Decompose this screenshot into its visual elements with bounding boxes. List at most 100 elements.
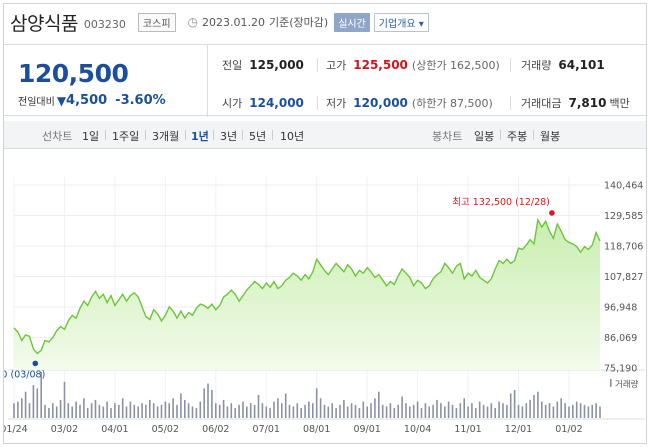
y-tick-label: 140,464	[604, 181, 643, 192]
volume-bar	[444, 406, 446, 418]
volume-bar	[207, 383, 209, 418]
tab-weekly-candle[interactable]: 주봉	[507, 130, 528, 143]
volume-bar	[114, 403, 116, 418]
volume-bar	[261, 403, 264, 418]
divider	[500, 130, 501, 140]
volume-bar	[149, 399, 151, 418]
volume-bar	[315, 388, 318, 418]
volume-bar	[277, 398, 279, 418]
volume-bar	[346, 406, 349, 418]
volume-bar	[374, 398, 376, 418]
divider	[145, 130, 146, 140]
y-axis: 140,464 129,585 118,706 107,827 96,948 86,069…	[604, 181, 643, 375]
volume-bar	[572, 404, 574, 418]
volume-bar	[222, 399, 225, 418]
volume-bar	[40, 372, 42, 418]
current-price: 120,500	[18, 59, 129, 88]
volume-bar	[428, 406, 430, 418]
divider	[242, 130, 243, 140]
volume-bar	[98, 404, 101, 418]
volume-bar	[432, 404, 434, 418]
tab-3years[interactable]: 3년	[220, 130, 238, 143]
stat-label: 저가	[326, 97, 347, 110]
company-overview-dropdown[interactable]: 기업개요 ▾	[373, 12, 429, 32]
volume-bar	[184, 399, 186, 418]
volume-bar	[370, 403, 372, 418]
realtime-button[interactable]: 실시간	[334, 12, 370, 32]
stock-widget	[3, 3, 647, 444]
stat-unit: 백만	[609, 97, 630, 110]
volume-bar	[234, 408, 236, 418]
volume-bar	[296, 403, 299, 418]
volume-bar	[475, 408, 477, 418]
stat-value: 125,000	[249, 58, 304, 72]
change-percent: -3.60%	[115, 93, 166, 108]
volume-bar	[552, 406, 555, 418]
volume-bar	[133, 404, 136, 418]
y-tick-label: 118,706	[604, 242, 643, 253]
tab-10years[interactable]: 10년	[280, 130, 305, 143]
volume-bar	[517, 404, 520, 418]
x-tick-label: 01/24	[4, 424, 28, 435]
volume-bar	[478, 401, 481, 418]
volume-bar	[420, 408, 423, 418]
volume-bar	[393, 408, 396, 418]
x-tick-label: 07/01	[253, 424, 280, 435]
volume-bar	[502, 403, 504, 418]
volume-bar	[362, 401, 365, 418]
volume-bar	[343, 399, 345, 418]
tab-1week[interactable]: 1주일	[112, 130, 140, 143]
volume-bar	[152, 403, 155, 418]
volume-bar	[490, 403, 493, 418]
y-tick-label: 86,069	[604, 333, 637, 344]
stat-value: 120,000	[353, 96, 408, 110]
stat-label: 거래량	[521, 59, 552, 72]
volume-bar	[164, 401, 167, 418]
tab-1year[interactable]: 1년	[191, 130, 209, 143]
volume-bar	[63, 381, 66, 418]
upper-limit: (상한가 162,500)	[411, 59, 500, 72]
volume-bar	[331, 403, 333, 418]
volume-bar	[55, 406, 58, 418]
volume-bar	[187, 403, 190, 418]
volume-bar	[587, 406, 590, 418]
volume-bar	[44, 404, 46, 418]
volume-bar	[253, 404, 256, 418]
volume-bar	[424, 403, 427, 418]
volume-bar	[168, 403, 170, 418]
volume-bar	[350, 403, 353, 418]
tab-5years[interactable]: 5년	[249, 130, 267, 143]
volume-bar	[509, 393, 512, 418]
tab-3months[interactable]: 3개월	[152, 130, 180, 143]
stat-open: 시가 124,000	[222, 95, 304, 111]
price-chart[interactable]: 140,464 129,585 118,706 107,827 96,948 86,069…	[4, 150, 646, 442]
stat-volume: 거래량 64,101	[521, 57, 605, 73]
volume-bar	[94, 399, 97, 418]
high-label: 최고 132,500 (12/28)	[452, 197, 550, 208]
volume-bar	[292, 406, 295, 418]
volume-bar	[327, 406, 330, 418]
volume-bar	[67, 403, 70, 418]
tab-monthly-candle[interactable]: 월봉	[540, 130, 561, 143]
volume-bar	[482, 404, 485, 418]
volume-bar	[52, 403, 54, 418]
volume-bar	[257, 395, 260, 418]
volume-bar	[308, 401, 310, 418]
volume-bar	[537, 391, 539, 418]
volume-legend: 거래량	[615, 379, 639, 390]
volume-bar	[385, 406, 388, 418]
stat-value: 7,810	[568, 96, 607, 110]
price-line	[13, 217, 601, 355]
volume-bar	[579, 403, 582, 418]
volume-bar	[451, 404, 454, 418]
volume-bar	[525, 403, 528, 418]
stock-name[interactable]: 삼양식품	[10, 12, 78, 35]
volume-bar	[440, 403, 442, 418]
tab-1day[interactable]: 1일	[82, 130, 100, 143]
stat-prev-close: 전일 125,000	[222, 57, 304, 73]
volume-bar	[304, 404, 306, 418]
chart-annotations: 최고 132,500 (12/28) 최저 80,400 (03/08)	[4, 197, 555, 380]
volume-bar	[436, 399, 438, 418]
tab-daily-candle[interactable]: 일봉	[474, 130, 495, 143]
volume-bar	[323, 404, 326, 418]
